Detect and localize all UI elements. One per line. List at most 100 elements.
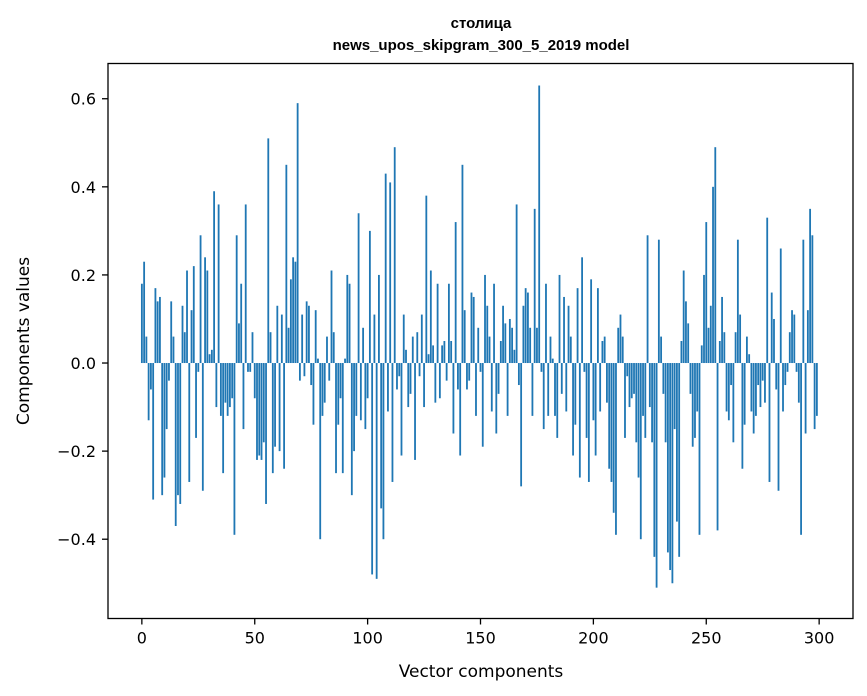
bar bbox=[247, 363, 249, 372]
bar bbox=[224, 363, 227, 403]
bar bbox=[578, 363, 581, 478]
bar bbox=[396, 363, 398, 390]
bar bbox=[682, 270, 685, 364]
bar bbox=[621, 336, 624, 364]
bar bbox=[542, 363, 545, 430]
bar bbox=[244, 204, 247, 364]
bar bbox=[152, 363, 155, 500]
bar bbox=[563, 296, 565, 364]
x-tick-label: 300 bbox=[804, 629, 835, 648]
bar bbox=[648, 363, 651, 408]
bar bbox=[201, 363, 204, 491]
bar bbox=[732, 363, 735, 443]
bar bbox=[745, 336, 748, 364]
bar bbox=[601, 341, 604, 364]
bar bbox=[457, 363, 459, 390]
bar bbox=[691, 363, 694, 447]
bar bbox=[317, 358, 319, 364]
bar bbox=[504, 323, 507, 364]
bar bbox=[741, 363, 744, 469]
bar bbox=[229, 363, 231, 408]
y-axis-ticks: −0.4 −0.2 0.0 0.2 0.4 0.6 bbox=[57, 90, 108, 549]
bar bbox=[736, 239, 739, 364]
bar bbox=[662, 363, 665, 394]
bar bbox=[183, 332, 186, 364]
bar bbox=[712, 186, 714, 364]
bar bbox=[520, 363, 523, 487]
bar bbox=[694, 363, 696, 438]
bar bbox=[540, 363, 543, 372]
bar bbox=[486, 305, 489, 364]
bar bbox=[666, 363, 669, 553]
bar bbox=[468, 363, 471, 381]
bar bbox=[461, 164, 464, 364]
bar bbox=[289, 279, 292, 364]
bar bbox=[425, 195, 428, 364]
bar bbox=[727, 363, 730, 421]
y-tick-label: 0.6 bbox=[71, 90, 96, 109]
bar bbox=[168, 363, 170, 381]
bar bbox=[750, 363, 753, 412]
bar bbox=[619, 314, 622, 364]
bar bbox=[490, 363, 493, 412]
bar bbox=[368, 230, 371, 364]
bar bbox=[416, 332, 419, 364]
bar bbox=[188, 363, 191, 482]
bar bbox=[470, 292, 473, 364]
bar bbox=[639, 363, 642, 540]
bar bbox=[407, 363, 410, 408]
bar bbox=[294, 261, 297, 364]
bar bbox=[479, 363, 482, 372]
bar bbox=[527, 292, 529, 364]
bar bbox=[529, 327, 532, 364]
bar bbox=[217, 204, 220, 364]
bar bbox=[592, 363, 595, 421]
bar bbox=[759, 363, 762, 408]
bar bbox=[633, 363, 635, 394]
bar bbox=[791, 310, 793, 364]
bar bbox=[213, 191, 216, 364]
bar bbox=[545, 283, 547, 364]
bar bbox=[405, 349, 407, 364]
bar bbox=[172, 336, 175, 364]
bar bbox=[235, 235, 238, 364]
bar bbox=[587, 363, 590, 482]
bar bbox=[560, 363, 563, 394]
bar bbox=[513, 349, 516, 364]
bar bbox=[186, 270, 188, 364]
bar bbox=[628, 363, 631, 408]
bar bbox=[346, 274, 349, 364]
bar bbox=[637, 363, 640, 478]
bar bbox=[770, 292, 773, 364]
bar bbox=[653, 363, 656, 557]
bar bbox=[140, 283, 143, 364]
bar bbox=[804, 363, 807, 434]
bar bbox=[222, 363, 225, 474]
bar bbox=[761, 363, 764, 381]
bar bbox=[145, 336, 148, 364]
bar bbox=[644, 363, 647, 438]
bar bbox=[350, 363, 353, 496]
bar bbox=[466, 363, 468, 390]
bar bbox=[278, 363, 281, 452]
bar bbox=[159, 296, 161, 364]
bar bbox=[418, 363, 421, 377]
bar bbox=[215, 363, 218, 408]
bar bbox=[348, 283, 351, 364]
bar bbox=[714, 147, 717, 364]
bar bbox=[687, 323, 690, 364]
bar bbox=[531, 363, 534, 416]
bar bbox=[718, 341, 721, 364]
bar bbox=[757, 363, 760, 386]
bar bbox=[382, 363, 385, 540]
bar bbox=[192, 266, 195, 364]
bar bbox=[319, 363, 322, 540]
bar bbox=[635, 363, 638, 443]
y-tick-label: 0.4 bbox=[71, 178, 96, 197]
bar bbox=[536, 327, 538, 364]
bar bbox=[786, 363, 789, 372]
bar bbox=[274, 363, 276, 447]
bar bbox=[481, 363, 484, 447]
bar bbox=[238, 323, 240, 364]
